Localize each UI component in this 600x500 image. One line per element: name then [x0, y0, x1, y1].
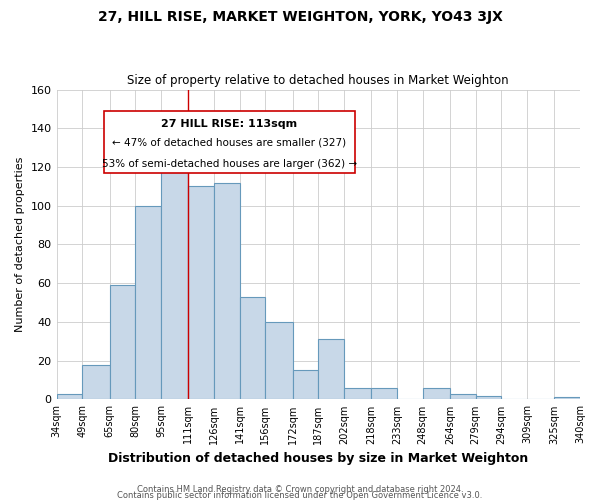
X-axis label: Distribution of detached houses by size in Market Weighton: Distribution of detached houses by size … [108, 452, 529, 465]
Y-axis label: Number of detached properties: Number of detached properties [15, 157, 25, 332]
Bar [239, 297, 265, 400]
Bar [554, 398, 580, 400]
Bar [188, 186, 214, 400]
Bar [371, 388, 397, 400]
Bar [135, 206, 161, 400]
Bar [318, 340, 344, 400]
Bar [344, 388, 371, 400]
Bar [293, 370, 318, 400]
Text: ← 47% of detached houses are smaller (327): ← 47% of detached houses are smaller (32… [112, 138, 346, 147]
Text: 53% of semi-detached houses are larger (362) →: 53% of semi-detached houses are larger (… [102, 160, 357, 170]
Text: Contains public sector information licensed under the Open Government Licence v3: Contains public sector information licen… [118, 491, 482, 500]
Bar [450, 394, 476, 400]
Text: Contains HM Land Registry data © Crown copyright and database right 2024.: Contains HM Land Registry data © Crown c… [137, 485, 463, 494]
Bar [56, 394, 82, 400]
Bar [476, 396, 502, 400]
Bar [161, 142, 188, 400]
Bar [82, 364, 110, 400]
FancyBboxPatch shape [104, 111, 355, 173]
Title: Size of property relative to detached houses in Market Weighton: Size of property relative to detached ho… [127, 74, 509, 87]
Bar [110, 285, 135, 400]
Bar [422, 388, 450, 400]
Text: 27, HILL RISE, MARKET WEIGHTON, YORK, YO43 3JX: 27, HILL RISE, MARKET WEIGHTON, YORK, YO… [98, 10, 502, 24]
Bar [214, 182, 239, 400]
Bar [265, 322, 293, 400]
Text: 27 HILL RISE: 113sqm: 27 HILL RISE: 113sqm [161, 119, 298, 129]
